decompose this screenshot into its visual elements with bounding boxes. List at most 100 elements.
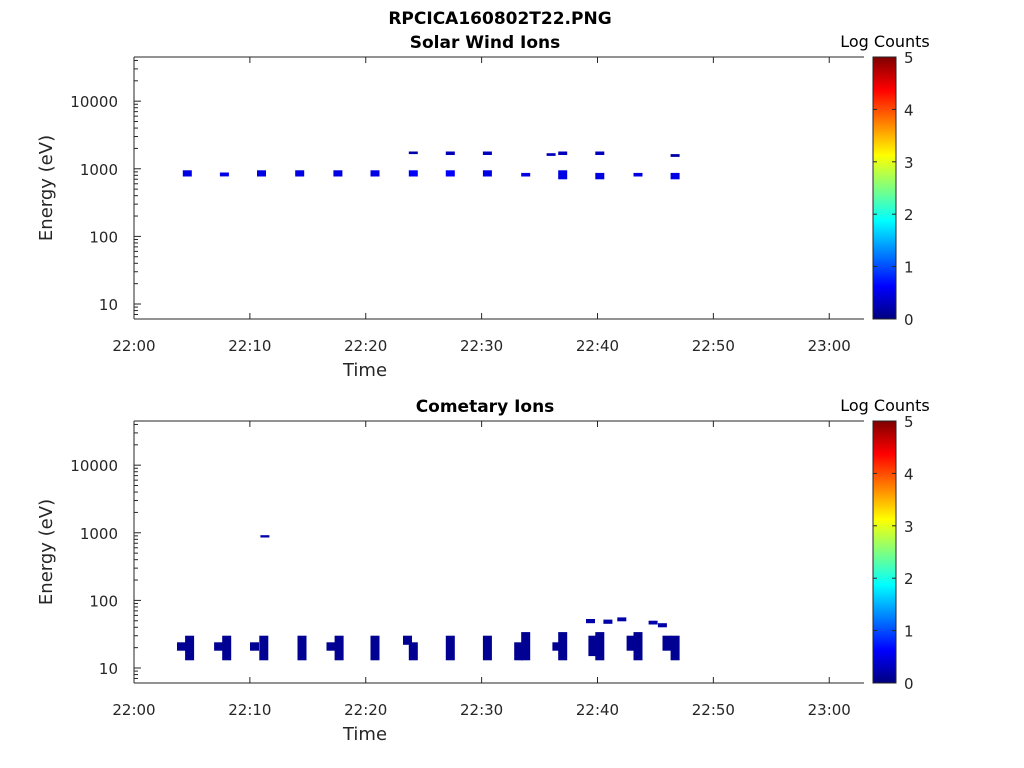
spectrogram-cell [514,642,524,661]
spectrogram-cell [633,172,643,177]
colorbar [872,56,897,320]
spectrogram-cell [670,635,680,661]
spectrogram-cell [588,635,598,657]
spectrogram-cell [182,170,192,177]
colorbar-tick-label: 2 [904,570,914,588]
spectrogram-cell [586,619,595,624]
colorbar-tick-label: 2 [904,206,914,224]
y-tick-label: 1000 [80,161,118,179]
spectrogram-cell [546,153,556,156]
spectrogram-cell [403,635,412,645]
y-tick-label: 100 [89,592,118,610]
colorbar-tick-label: 4 [904,465,914,483]
spectrogram-cell [552,642,562,651]
colorbar-label: Log Counts [840,32,930,51]
spectrogram-cell [295,170,305,177]
spectrogram-cell [260,535,270,538]
x-axis-label: Time [342,360,387,381]
spectrogram-cell [445,635,455,661]
x-tick-label: 22:30 [460,337,503,355]
spectrogram-cell [370,170,380,177]
x-tick-label: 22:50 [692,337,735,355]
spectrogram-cell [670,154,680,157]
x-tick-label: 23:00 [808,701,851,719]
spectrogram-cell [482,635,492,661]
colorbar-label: Log Counts [840,396,930,415]
spectrogram-cell [333,170,343,177]
colorbar-tick-label: 3 [904,518,914,536]
x-tick-label: 22:50 [692,701,735,719]
figure-title: RPCICA160802T22.PNG [388,9,611,29]
colorbar-tick-label: 3 [904,154,914,172]
spectrogram-cell [259,635,269,661]
spectrogram-cell [633,632,643,661]
y-tick-label: 10 [99,660,118,678]
colorbar-tick-label: 1 [904,259,914,277]
x-tick-label: 22:20 [344,701,387,719]
spectrogram-cell [521,172,531,177]
spectrogram-cell [222,635,232,661]
colorbar-tick-label: 5 [904,413,914,431]
spectrogram-cell [177,642,186,651]
spectrogram-cell [257,170,266,177]
spectrogram-cell [297,635,307,661]
spectrogram-cell [648,620,658,625]
spectrogram-cell [185,635,195,661]
x-tick-label: 22:00 [112,701,155,719]
y-tick-label: 10000 [70,457,118,475]
y-tick-label: 100 [89,228,118,246]
colorbar-tick-label: 0 [904,675,914,693]
spectrogram-cell [595,151,605,155]
spectrogram-cell [445,170,455,177]
colorbar-tick-label: 1 [904,623,914,641]
spectrogram-cell [558,170,568,180]
spectrogram-cell [482,151,492,155]
spectrogram-cell [219,172,229,177]
x-tick-label: 22:10 [228,701,271,719]
spectrogram-cell [334,635,344,661]
spectrogram-cell [617,617,627,622]
y-tick-label: 1000 [80,525,118,543]
spectrogram-cell [558,632,568,661]
y-tick-label: 10 [99,296,118,314]
colorbar [872,420,897,684]
x-tick-label: 22:40 [576,701,619,719]
x-tick-label: 22:00 [112,337,155,355]
spectrogram-cell [595,172,605,180]
panel-solar-wind: Solar Wind Ions 22:00 22:10 22:20 22:30 22:40… [36,32,930,381]
colorbar-tick-label: 4 [904,101,914,119]
x-axis-label: Time [342,724,387,745]
spectrogram-cell [408,151,418,155]
spectrogram-cell [626,635,636,651]
colorbar-tick-label: 5 [904,49,914,67]
spectrogram-cell [445,151,455,155]
spectrogram-cell [558,151,568,155]
spectrogram-cell [521,632,531,661]
y-axis-label: Energy (eV) [36,135,57,241]
spectrogram-cell [408,170,418,177]
y-axis-label: Energy (eV) [36,499,57,605]
spectrogram-cell [603,619,613,624]
x-tick-label: 22:10 [228,337,271,355]
spectrogram-cell [657,623,667,628]
x-tick-label: 22:40 [576,337,619,355]
spectrogram-cell [482,170,492,177]
panel-title: Solar Wind Ions [410,33,561,53]
colorbar-tick-label: 0 [904,311,914,329]
x-tick-label: 22:20 [344,337,387,355]
spectrogram-cell [662,635,672,651]
y-tick-label: 10000 [70,93,118,111]
spectrogram-cell [250,642,259,651]
spectrogram-cell [370,635,380,661]
spectrogram-cell [408,642,418,661]
spectrogram-cell [326,642,336,651]
x-tick-label: 22:30 [460,701,503,719]
spectrogram-cell [670,172,680,180]
spectrogram-cell [595,632,605,661]
panel-title: Cometary Ions [416,397,555,417]
x-tick-label: 23:00 [808,337,851,355]
spectrogram-cell [214,642,224,651]
